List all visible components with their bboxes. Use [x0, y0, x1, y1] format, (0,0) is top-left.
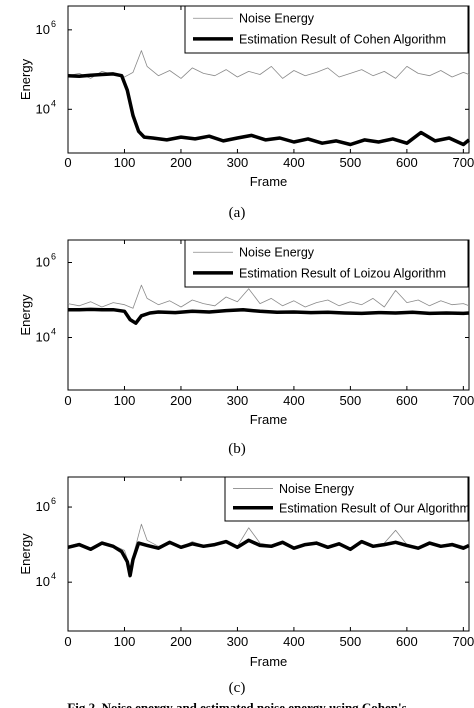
legend-box — [184, 239, 469, 288]
x-axis-label: Frame — [250, 654, 288, 669]
y-tick-exponent: 6 — [51, 496, 56, 506]
series-line-noise-energy — [67, 284, 470, 309]
x-tick-label: 500 — [340, 155, 362, 170]
y-tick-exponent: 6 — [51, 252, 56, 262]
y-tick-label: 10 — [36, 330, 50, 345]
figure-caption: Fig.2. Noise energy and estimated noise … — [67, 700, 407, 708]
legend-label: Estimation Result of Our Algorithm — [279, 501, 470, 515]
series-line-estimation — [67, 72, 471, 147]
x-tick-label: 200 — [170, 634, 192, 649]
x-tick-label: 600 — [396, 155, 418, 170]
y-tick-exponent: 4 — [51, 571, 56, 581]
panel-caption-c: (c) — [228, 680, 246, 696]
x-tick-label: 600 — [396, 393, 418, 408]
y-tick-label: 10 — [36, 499, 50, 514]
x-tick-label: 0 — [64, 155, 71, 170]
legend-label: Estimation Result of Loizou Algorithm — [239, 266, 446, 280]
y-tick-exponent: 4 — [51, 98, 56, 108]
x-tick-label: 500 — [340, 393, 362, 408]
y-tick-exponent: 4 — [51, 327, 56, 337]
panel-caption-a: (a) — [228, 205, 246, 221]
x-tick-label: 300 — [227, 634, 249, 649]
y-axis-label: Energy — [18, 533, 33, 575]
y-tick-label: 10 — [36, 255, 50, 270]
series-line-estimation — [68, 307, 470, 325]
x-tick-label: 300 — [227, 393, 249, 408]
legend-label: Estimation Result of Cohen Algorithm — [239, 32, 446, 46]
x-axis-label: Frame — [250, 412, 288, 427]
y-axis-label: Energy — [18, 294, 33, 336]
legend-label: Noise Energy — [239, 12, 315, 26]
x-tick-label: 400 — [283, 155, 305, 170]
x-tick-label: 400 — [283, 634, 305, 649]
x-tick-label: 100 — [114, 155, 136, 170]
y-tick-label: 10 — [36, 101, 50, 116]
x-axis-label: Frame — [250, 174, 288, 189]
x-tick-label: 100 — [114, 634, 136, 649]
legend-label: Noise Energy — [279, 482, 355, 496]
x-tick-label: 700 — [453, 393, 474, 408]
x-tick-label: 700 — [453, 634, 474, 649]
x-tick-label: 0 — [64, 634, 71, 649]
x-tick-label: 400 — [283, 393, 305, 408]
legend-box — [224, 476, 469, 522]
x-tick-label: 300 — [227, 155, 249, 170]
y-tick-label: 10 — [36, 22, 50, 37]
x-tick-label: 500 — [340, 634, 362, 649]
y-axis-label: Energy — [18, 58, 33, 100]
panel-caption-b: (b) — [228, 441, 246, 457]
x-tick-label: 600 — [396, 634, 418, 649]
x-tick-label: 700 — [453, 155, 474, 170]
series-line-noise-energy — [67, 50, 470, 79]
x-tick-label: 200 — [170, 393, 192, 408]
x-tick-label: 0 — [64, 393, 71, 408]
y-tick-exponent: 6 — [51, 19, 56, 29]
x-tick-label: 200 — [170, 155, 192, 170]
series-line-estimation — [67, 538, 470, 578]
legend-label: Noise Energy — [239, 246, 315, 260]
x-tick-label: 100 — [114, 393, 136, 408]
legend-box — [184, 5, 469, 54]
y-tick-label: 10 — [36, 574, 50, 589]
